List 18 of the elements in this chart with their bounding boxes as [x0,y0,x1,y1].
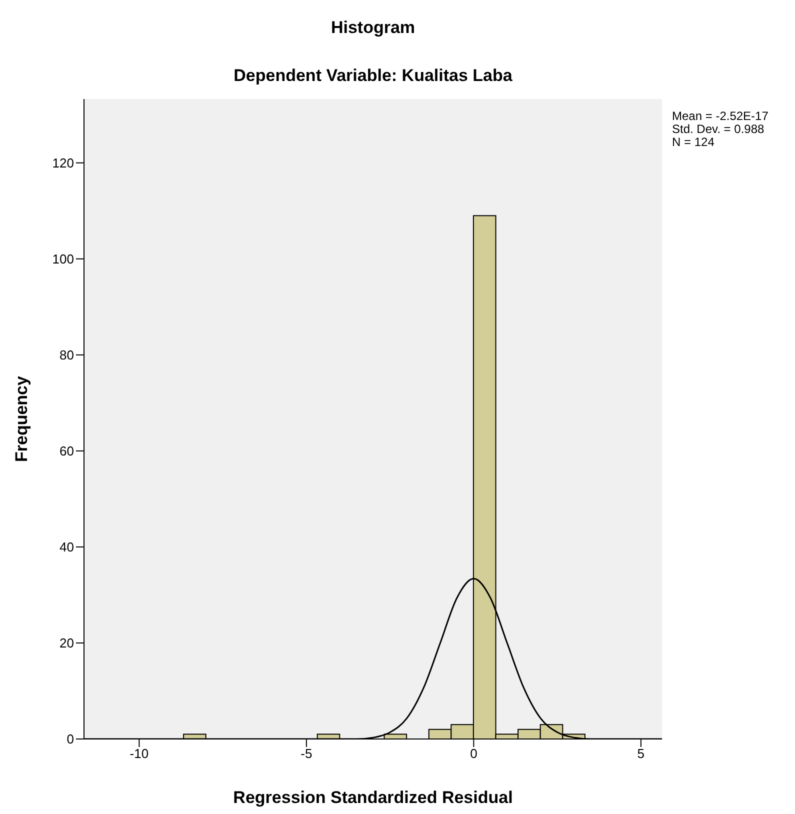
y-tick-label: 60 [60,444,74,459]
y-tick-label: 80 [60,348,74,363]
x-axis-title: Regression Standardized Residual [232,788,514,808]
y-axis-title: Frequency [12,375,32,464]
x-tick-label: -10 [130,746,149,762]
text: Std. Dev. = 0.988 [672,122,766,136]
chart-subtitle: Dependent Variable: Kualitas Laba [232,66,514,86]
chart-title: Histogram [330,18,416,38]
y-tick-label: 0 [66,732,74,747]
text: Mean = -2.52E-17 [672,109,768,123]
text: N = 124 [672,135,716,149]
x-tick-label: -5 [300,746,312,762]
y-tick-label: 120 [52,155,74,170]
y-tick-label: 20 [60,636,74,651]
y-tick-label: 40 [60,540,74,555]
y-tick-label: 100 [52,251,74,266]
x-tick-label: 0 [470,746,478,762]
x-tick-label: 5 [637,746,645,762]
